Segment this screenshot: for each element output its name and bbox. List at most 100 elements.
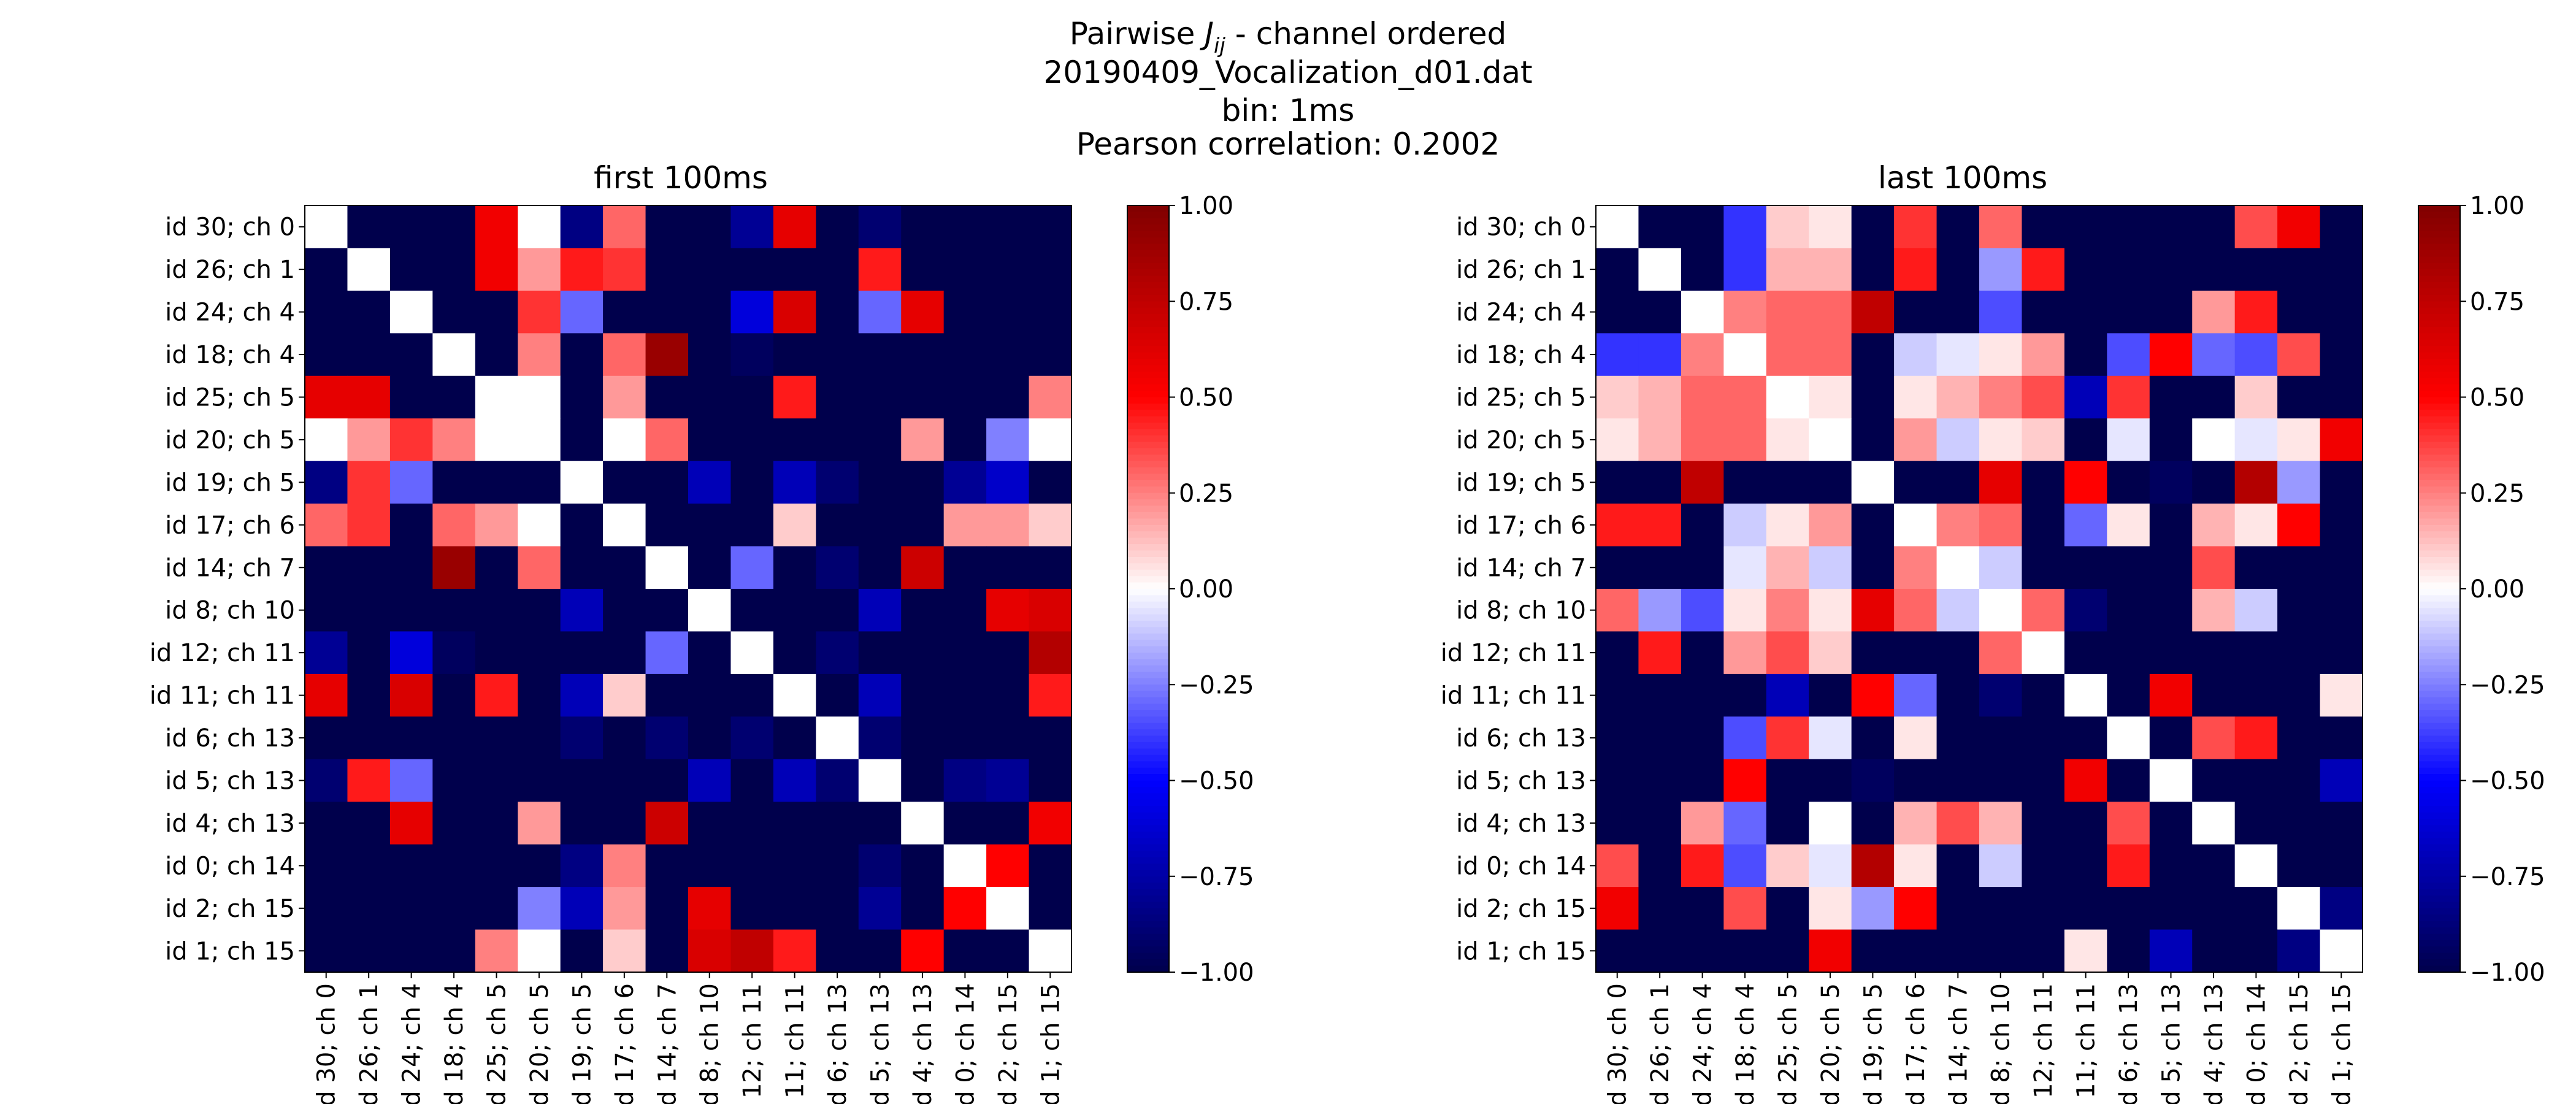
heatmap-cell: [432, 504, 476, 547]
colorbar-segment: [2418, 314, 2460, 321]
heatmap-cell: [986, 589, 1030, 632]
x-tick-label: id 4; ch 13: [909, 983, 937, 1104]
heatmap-cell: [2149, 589, 2193, 632]
heatmap-cell: [1638, 759, 1682, 802]
colorbar-segment: [2418, 275, 2460, 283]
heatmap-cell: [389, 333, 433, 377]
heatmap-cell: [1809, 716, 1852, 760]
heatmap-cell: [475, 333, 518, 377]
colorbar-segment: [1127, 384, 1169, 391]
y-tick-label: id 1; ch 15: [165, 937, 295, 965]
heatmap-cell: [305, 929, 348, 973]
heatmap-cell: [2277, 290, 2321, 334]
colorbar-segment: [1127, 499, 1169, 507]
heatmap-cell: [560, 716, 604, 760]
suptitle-line-2: 20190409_Vocalization_d01.dat: [1043, 55, 1532, 90]
heatmap-cell: [1638, 589, 1682, 632]
colorbar-segment: [1127, 339, 1169, 347]
heatmap-cell: [347, 546, 391, 589]
colorbar-segment: [1127, 633, 1169, 640]
heatmap-cell: [2277, 461, 2321, 504]
colorbar-segment: [1127, 914, 1169, 922]
heatmap-cell: [645, 333, 689, 377]
colorbar-segment: [1127, 838, 1169, 845]
heatmap-cell: [432, 759, 476, 802]
y-tick-label: id 14; ch 7: [165, 554, 295, 582]
heatmap-cell: [2149, 290, 2193, 334]
colorbar-segment: [2418, 646, 2460, 653]
heatmap-cell: [432, 929, 476, 973]
heatmap-cell: [1979, 929, 2023, 973]
colorbar-segment: [1127, 806, 1169, 813]
colorbar-segment: [1127, 505, 1169, 513]
colorbar-segment: [2418, 243, 2460, 251]
heatmap-cell: [943, 589, 987, 632]
colorbar-segment: [2418, 883, 2460, 890]
heatmap-cell: [1596, 418, 1639, 462]
heatmap-cell: [475, 716, 518, 760]
heatmap-cell: [1979, 375, 2023, 419]
colorbar-segment: [2418, 346, 2460, 353]
colorbar-segment: [2418, 410, 2460, 417]
heatmap-cell: [688, 248, 732, 291]
colorbar-segment: [1127, 282, 1169, 289]
heatmap-cell: [816, 716, 859, 760]
heatmap-cell: [1894, 716, 1938, 760]
heatmap-cell: [347, 375, 391, 419]
heatmap-cell: [2022, 333, 2065, 377]
suptitle-line-4: Pearson correlation: 0.2002: [1076, 126, 1500, 162]
heatmap-cell: [1766, 205, 1809, 249]
heatmap-cell: [518, 631, 561, 675]
colorbar: 1.00 0.75 0.50 0.25 0.00 −0.25 −0.50 −0.75 −1.00: [1127, 192, 1254, 987]
colorbar-segment: [2418, 486, 2460, 494]
heatmap-cell: [1979, 759, 2023, 802]
heatmap-cell: [901, 504, 945, 547]
colorbar-segment: [1127, 391, 1169, 398]
x-tick-label: id 4; ch 13: [2200, 983, 2228, 1104]
y-tick-label: id 30; ch 0: [1456, 213, 1586, 242]
heatmap-cell: [858, 844, 902, 887]
heatmap-cell: [773, 205, 816, 249]
heatmap-cell: [2022, 290, 2065, 334]
colorbar-segment: [1127, 927, 1169, 935]
y-tick-label: id 2; ch 15: [165, 895, 295, 923]
heatmap-cell: [2192, 631, 2236, 675]
heatmap-cell: [603, 929, 646, 973]
heatmap-cell: [816, 844, 859, 887]
heatmap-cell: [2320, 802, 2363, 845]
colorbar-segment: [2418, 653, 2460, 660]
colorbar-segment: [2418, 326, 2460, 334]
heatmap-cell: [688, 375, 732, 419]
heatmap-cell: [2234, 759, 2278, 802]
colorbar-segment: [2418, 499, 2460, 507]
heatmap-cell: [858, 248, 902, 291]
heatmap-cell: [389, 759, 433, 802]
heatmap-cell: [2107, 716, 2150, 760]
heatmap-cell: [560, 205, 604, 249]
heatmap-cell: [603, 673, 646, 717]
heatmap-cell: [858, 546, 902, 589]
heatmap-cell: [1723, 205, 1767, 249]
colorbar-segment: [2418, 589, 2460, 596]
colorbar-segment: [1127, 556, 1169, 564]
heatmap-cell: [432, 887, 476, 930]
colorbar-segment: [1127, 748, 1169, 756]
heatmap-cell: [816, 589, 859, 632]
colorbar-segment: [1127, 799, 1169, 807]
colorbar-segment: [2418, 467, 2460, 475]
heatmap-cell: [986, 631, 1030, 675]
heatmap-cell: [305, 844, 348, 887]
heatmap-cell: [1766, 504, 1809, 547]
heatmap-cell: [305, 546, 348, 589]
heatmap-cell: [986, 716, 1030, 760]
heatmap-cell: [688, 673, 732, 717]
heatmap-cell: [1936, 546, 1980, 589]
heatmap-cell: [645, 589, 689, 632]
heatmap-cell: [389, 546, 433, 589]
heatmap-cell: [1894, 844, 1938, 887]
heatmap-cell: [1681, 844, 1724, 887]
heatmap-cell: [943, 375, 987, 419]
heatmap-cell: [1723, 418, 1767, 462]
heatmap-cell: [1723, 333, 1767, 377]
heatmap-cell: [1596, 929, 1639, 973]
